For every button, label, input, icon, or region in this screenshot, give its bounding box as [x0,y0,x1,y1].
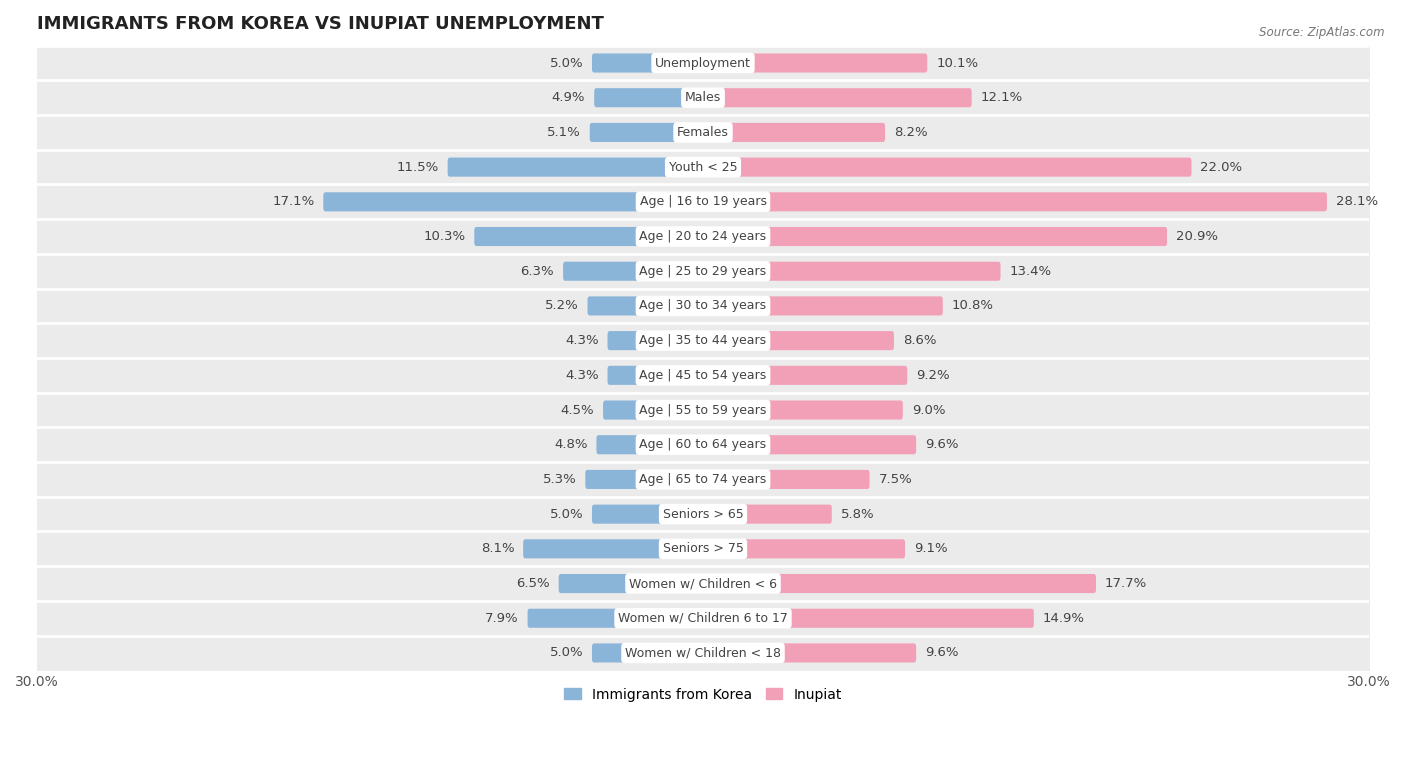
FancyBboxPatch shape [703,400,903,419]
Text: Women w/ Children < 18: Women w/ Children < 18 [626,646,780,659]
Text: 11.5%: 11.5% [396,160,439,173]
Text: 4.3%: 4.3% [565,369,599,382]
Text: 7.5%: 7.5% [879,473,912,486]
Text: 8.1%: 8.1% [481,542,515,556]
Text: Source: ZipAtlas.com: Source: ZipAtlas.com [1260,26,1385,39]
Legend: Immigrants from Korea, Inupiat: Immigrants from Korea, Inupiat [558,682,848,707]
Text: 10.3%: 10.3% [423,230,465,243]
Text: Age | 30 to 34 years: Age | 30 to 34 years [640,300,766,313]
Text: 17.1%: 17.1% [273,195,315,208]
Text: 5.3%: 5.3% [543,473,576,486]
FancyBboxPatch shape [703,643,917,662]
FancyBboxPatch shape [703,54,928,73]
Text: 5.0%: 5.0% [550,646,583,659]
FancyBboxPatch shape [607,366,703,385]
FancyBboxPatch shape [558,574,703,593]
Text: Unemployment: Unemployment [655,57,751,70]
Text: Age | 45 to 54 years: Age | 45 to 54 years [640,369,766,382]
FancyBboxPatch shape [703,435,917,454]
Text: Age | 35 to 44 years: Age | 35 to 44 years [640,334,766,347]
Text: Age | 25 to 29 years: Age | 25 to 29 years [640,265,766,278]
Text: 4.3%: 4.3% [565,334,599,347]
FancyBboxPatch shape [595,88,703,107]
Text: 17.7%: 17.7% [1105,577,1147,590]
Text: 5.0%: 5.0% [550,57,583,70]
Text: Age | 60 to 64 years: Age | 60 to 64 years [640,438,766,451]
FancyBboxPatch shape [703,157,1191,176]
FancyBboxPatch shape [703,609,1033,628]
Text: 9.6%: 9.6% [925,646,959,659]
Text: 5.1%: 5.1% [547,126,581,139]
FancyBboxPatch shape [588,297,703,316]
Text: 22.0%: 22.0% [1201,160,1243,173]
FancyBboxPatch shape [523,539,703,559]
FancyBboxPatch shape [603,400,703,419]
FancyBboxPatch shape [703,470,869,489]
Text: 7.9%: 7.9% [485,612,519,625]
FancyBboxPatch shape [703,539,905,559]
Text: Seniors > 75: Seniors > 75 [662,542,744,556]
FancyBboxPatch shape [703,227,1167,246]
Text: 9.2%: 9.2% [917,369,950,382]
FancyBboxPatch shape [323,192,703,211]
FancyBboxPatch shape [703,262,1001,281]
FancyBboxPatch shape [703,297,943,316]
Text: Age | 20 to 24 years: Age | 20 to 24 years [640,230,766,243]
Text: 9.6%: 9.6% [925,438,959,451]
Text: Seniors > 65: Seniors > 65 [662,508,744,521]
Text: 20.9%: 20.9% [1175,230,1218,243]
Text: Women w/ Children < 6: Women w/ Children < 6 [628,577,778,590]
Text: 5.0%: 5.0% [550,508,583,521]
FancyBboxPatch shape [589,123,703,142]
Text: 9.1%: 9.1% [914,542,948,556]
FancyBboxPatch shape [703,574,1097,593]
FancyBboxPatch shape [592,643,703,662]
FancyBboxPatch shape [447,157,703,176]
Text: 8.2%: 8.2% [894,126,928,139]
Text: 9.0%: 9.0% [911,403,945,416]
Text: 5.2%: 5.2% [546,300,579,313]
Text: Females: Females [678,126,728,139]
Text: 10.1%: 10.1% [936,57,979,70]
Text: Age | 65 to 74 years: Age | 65 to 74 years [640,473,766,486]
Text: Males: Males [685,92,721,104]
Text: Women w/ Children 6 to 17: Women w/ Children 6 to 17 [619,612,787,625]
Text: 4.8%: 4.8% [554,438,588,451]
FancyBboxPatch shape [527,609,703,628]
FancyBboxPatch shape [474,227,703,246]
Text: 4.5%: 4.5% [561,403,595,416]
Text: 8.6%: 8.6% [903,334,936,347]
Text: 5.8%: 5.8% [841,508,875,521]
Text: 6.3%: 6.3% [520,265,554,278]
FancyBboxPatch shape [703,505,832,524]
FancyBboxPatch shape [703,88,972,107]
Text: 12.1%: 12.1% [980,92,1022,104]
FancyBboxPatch shape [703,192,1327,211]
Text: Age | 55 to 59 years: Age | 55 to 59 years [640,403,766,416]
Text: Age | 16 to 19 years: Age | 16 to 19 years [640,195,766,208]
Text: 4.9%: 4.9% [551,92,585,104]
FancyBboxPatch shape [592,505,703,524]
Text: Youth < 25: Youth < 25 [669,160,737,173]
Text: IMMIGRANTS FROM KOREA VS INUPIAT UNEMPLOYMENT: IMMIGRANTS FROM KOREA VS INUPIAT UNEMPLO… [37,15,603,33]
FancyBboxPatch shape [585,470,703,489]
FancyBboxPatch shape [703,331,894,350]
FancyBboxPatch shape [703,366,907,385]
FancyBboxPatch shape [607,331,703,350]
FancyBboxPatch shape [596,435,703,454]
Text: 10.8%: 10.8% [952,300,994,313]
FancyBboxPatch shape [703,123,884,142]
Text: 14.9%: 14.9% [1043,612,1084,625]
Text: 6.5%: 6.5% [516,577,550,590]
Text: 13.4%: 13.4% [1010,265,1052,278]
FancyBboxPatch shape [592,54,703,73]
Text: 28.1%: 28.1% [1336,195,1378,208]
FancyBboxPatch shape [564,262,703,281]
